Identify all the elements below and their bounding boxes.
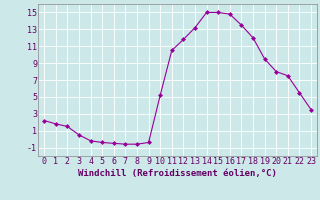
X-axis label: Windchill (Refroidissement éolien,°C): Windchill (Refroidissement éolien,°C) bbox=[78, 169, 277, 178]
